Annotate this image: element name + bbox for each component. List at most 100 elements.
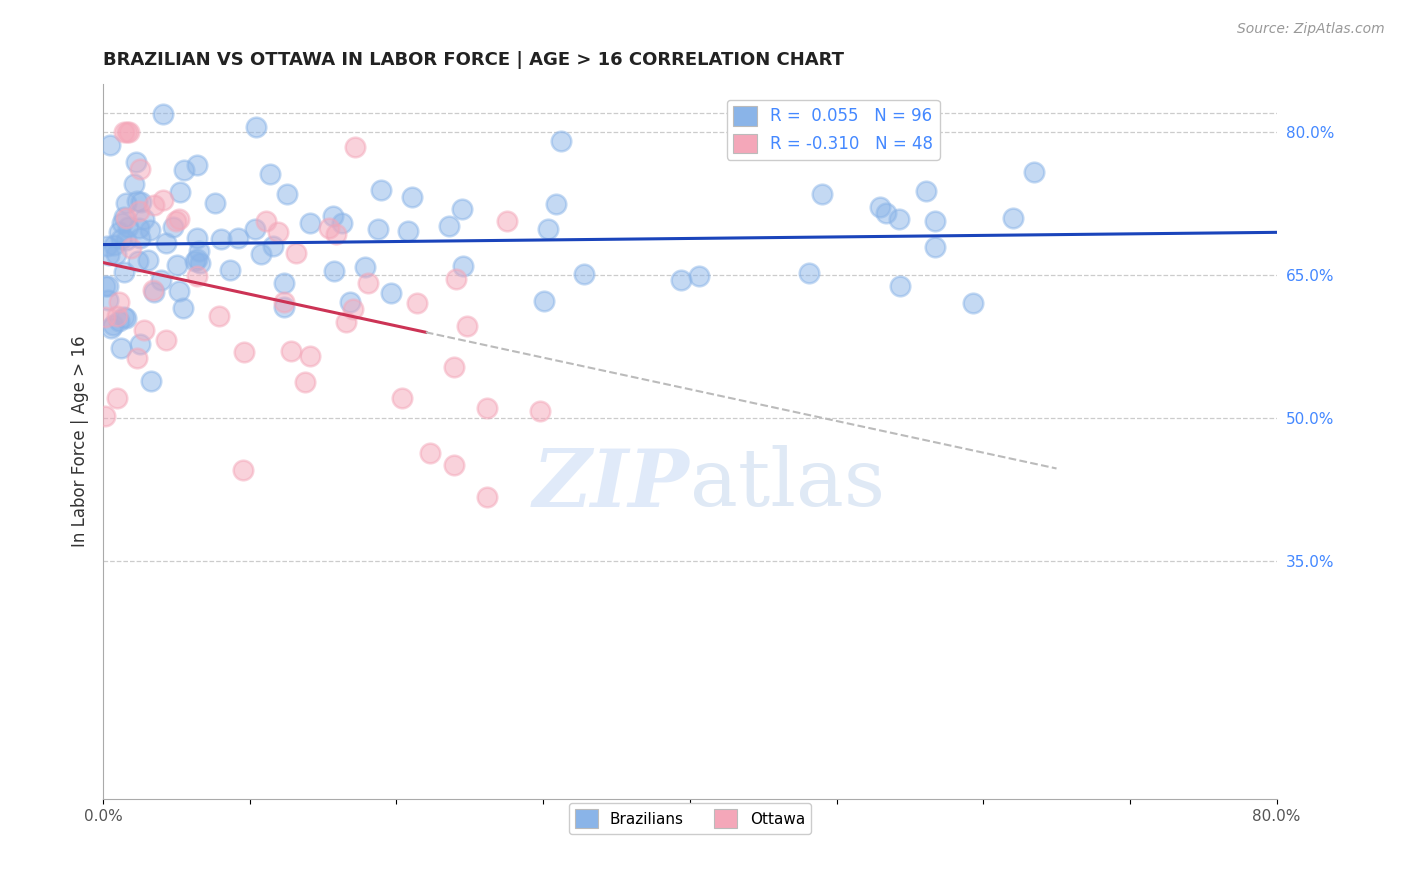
Point <box>273 295 295 310</box>
Point <box>127 253 149 268</box>
Point <box>450 202 472 216</box>
Point <box>544 197 567 211</box>
Point <box>232 345 254 359</box>
Point <box>105 309 128 323</box>
Point <box>335 315 357 329</box>
Point <box>107 313 129 327</box>
Point <box>107 391 129 405</box>
Y-axis label: In Labor Force | Age > 16: In Labor Force | Age > 16 <box>72 335 89 547</box>
Point <box>915 184 938 198</box>
Point <box>118 125 141 139</box>
Point <box>150 273 173 287</box>
Point <box>354 260 377 275</box>
Point <box>114 233 136 247</box>
Point <box>243 221 266 235</box>
Point <box>406 296 429 310</box>
Point <box>155 235 177 250</box>
Point <box>142 283 165 297</box>
Point <box>142 285 165 299</box>
Point <box>669 273 692 287</box>
Point <box>188 256 211 270</box>
Point <box>572 267 595 281</box>
Point <box>799 266 821 280</box>
Point <box>97 279 120 293</box>
Point <box>97 293 120 307</box>
Point <box>962 296 984 310</box>
Point <box>889 278 911 293</box>
Point <box>218 262 240 277</box>
Point <box>232 462 254 476</box>
Point <box>745 129 768 144</box>
Point <box>129 231 152 245</box>
Point <box>125 351 148 365</box>
Point <box>167 284 190 298</box>
Point <box>120 240 142 254</box>
Point <box>810 187 832 202</box>
Point <box>125 194 148 208</box>
Point <box>339 295 361 310</box>
Point <box>537 222 560 236</box>
Point <box>93 310 115 325</box>
Point <box>134 323 156 337</box>
Point <box>143 198 166 212</box>
Point <box>169 186 191 200</box>
Point <box>98 138 121 153</box>
Point <box>875 206 897 220</box>
Point <box>276 186 298 201</box>
Point <box>117 125 139 139</box>
Point <box>267 225 290 239</box>
Point <box>110 341 132 355</box>
Point <box>869 201 891 215</box>
Point <box>444 272 467 286</box>
Point <box>285 246 308 260</box>
Point <box>298 216 321 230</box>
Point <box>167 211 190 226</box>
Point <box>184 253 207 268</box>
Point <box>1002 211 1025 225</box>
Point <box>477 490 499 504</box>
Point <box>533 294 555 309</box>
Point <box>889 212 911 227</box>
Point <box>437 219 460 234</box>
Point <box>529 404 551 418</box>
Point <box>128 204 150 219</box>
Point <box>112 264 135 278</box>
Point <box>152 193 174 207</box>
Point <box>186 158 208 172</box>
Point <box>139 223 162 237</box>
Point <box>155 333 177 347</box>
Point <box>114 211 136 225</box>
Point <box>166 258 188 272</box>
Point <box>138 253 160 268</box>
Point <box>294 375 316 389</box>
Point <box>124 155 146 169</box>
Text: atlas: atlas <box>690 445 884 524</box>
Text: BRAZILIAN VS OTTAWA IN LABOR FORCE | AGE > 16 CORRELATION CHART: BRAZILIAN VS OTTAWA IN LABOR FORCE | AGE… <box>103 51 844 69</box>
Point <box>112 310 135 325</box>
Point <box>330 216 353 230</box>
Point <box>204 196 226 211</box>
Point <box>110 232 132 246</box>
Point <box>318 220 340 235</box>
Point <box>208 309 231 323</box>
Point <box>165 213 187 227</box>
Point <box>924 214 946 228</box>
Point <box>273 276 295 290</box>
Point <box>186 268 208 283</box>
Point <box>107 225 129 239</box>
Point <box>186 252 208 266</box>
Point <box>451 259 474 273</box>
Point <box>298 349 321 363</box>
Point <box>323 264 346 278</box>
Point <box>211 232 233 246</box>
Point <box>398 224 420 238</box>
Point <box>128 221 150 235</box>
Point <box>357 277 380 291</box>
Point <box>367 221 389 235</box>
Point <box>141 374 163 388</box>
Point <box>94 279 117 293</box>
Point <box>456 319 478 334</box>
Point <box>280 343 302 358</box>
Point <box>115 310 138 325</box>
Point <box>103 238 125 252</box>
